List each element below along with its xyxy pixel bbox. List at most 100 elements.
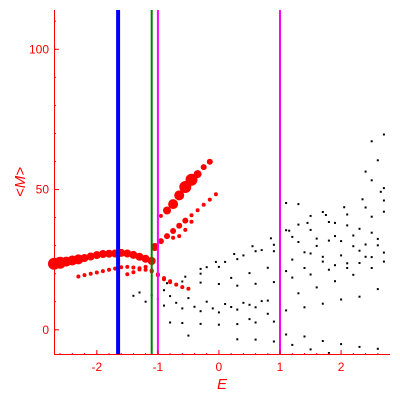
data-point [370,215,373,218]
y-tick-label: 100 [29,42,49,56]
data-point [125,272,130,277]
data-point [358,295,361,298]
data-point [206,158,213,165]
data-point [88,271,93,276]
data-point [224,303,227,305]
data-point [364,255,367,258]
data-point [174,190,185,201]
data-point [236,308,239,311]
data-point [125,264,130,269]
data-point [376,237,379,240]
data-point [76,274,81,279]
data-point [291,235,294,238]
data-point [382,210,385,213]
y-axis-ticks: 0 50 100 [29,20,59,337]
data-point [376,244,379,247]
data-point [321,255,324,258]
data-point [230,276,233,279]
data-point [297,203,300,206]
data-point [193,305,196,308]
data-point [181,280,184,283]
data-point [315,286,318,289]
data-point [180,285,185,290]
data-point [364,243,367,246]
plot-area [48,10,390,355]
data-point [185,173,198,186]
data-point [181,307,184,310]
data-point [376,159,379,162]
data-point [175,301,178,304]
data-point [266,299,269,302]
x-axis-title: E [217,376,228,393]
data-point [269,237,272,240]
data-point [291,343,294,346]
data-point [182,217,189,224]
data-point [205,266,208,269]
data-point [131,270,136,275]
data-point [135,252,144,261]
data-point [186,286,191,291]
reference-lines [116,10,281,355]
data-point [162,277,166,282]
data-point [382,199,385,202]
data-point [370,267,373,269]
data-point [200,164,207,171]
data-point [309,348,312,351]
data-point [242,301,245,304]
data-point [171,235,176,240]
x-axis-ticks: -2 -1 0 1 2 [59,350,379,374]
data-point [370,231,373,234]
data-point [315,237,318,240]
data-point [164,233,170,240]
data-point [254,338,257,341]
data-point [340,254,343,257]
plot-background [54,10,390,355]
data-point [189,213,194,218]
data-point [358,249,361,252]
data-point [306,221,309,224]
data-point [193,170,202,179]
data-point [285,202,288,204]
data-point [285,270,288,273]
data-point [327,268,330,271]
data-point [272,340,275,343]
data-point [195,208,200,213]
data-point [177,234,182,239]
data-point [187,334,190,337]
axes: -2 -1 0 1 2 0 50 100 E <M> [12,10,390,393]
data-point [334,264,336,267]
data-point [358,262,361,264]
data-point [242,254,245,257]
data-point [199,267,202,270]
data-point [272,243,275,246]
data-point [205,300,208,303]
data-point [163,304,165,307]
data-point [129,250,138,259]
data-point [248,272,251,275]
data-point [119,265,124,270]
data-point [343,206,346,209]
data-point [163,206,171,215]
data-point [123,249,132,258]
data-point [217,323,220,326]
data-point [303,306,306,309]
data-point [352,273,355,276]
data-point [199,322,202,325]
data-point [346,262,349,265]
data-point [334,235,336,238]
data-point [382,187,385,190]
data-point [169,321,172,324]
data-point [266,312,269,315]
data-point [217,283,220,285]
data-point [321,340,324,342]
data-point [324,214,327,216]
data-point [361,198,364,201]
x-tick-label: -1 [153,360,164,374]
data-point [382,133,385,136]
series-1 [48,158,218,291]
data-point [207,197,212,202]
data-point [364,206,367,209]
data-point [340,240,343,243]
data-point [315,244,318,247]
data-point [358,227,361,230]
